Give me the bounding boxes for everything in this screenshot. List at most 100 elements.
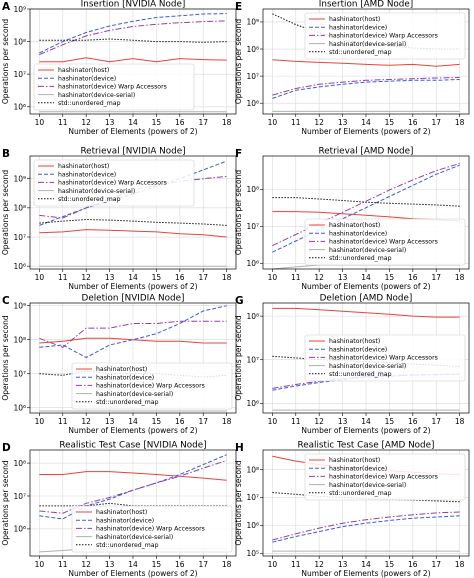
legend-entry: hashinator(device) Warp Accessors — [96, 526, 205, 533]
chart-title: Retrieval [AMD Node] — [319, 147, 414, 157]
x-axis-label: Number of Elements (powers of 2) — [301, 426, 430, 435]
series-line-2 — [272, 76, 460, 96]
chart-panel-d: 10 11 12 13 14 15 16 17 18 10⁶ 10⁷ 10⁸ Realistic Tes… — [1, 441, 237, 578]
legend-entry: hashinator(device) — [329, 465, 387, 472]
x-tick-label: 17 — [198, 560, 208, 569]
x-tick-label: 12 — [81, 118, 91, 127]
series-line-4 — [39, 218, 227, 226]
x-tick-label: 11 — [58, 560, 68, 569]
y-tick-label: 10⁶ — [13, 262, 26, 271]
legend: hashinator(host)hashinator(device) hashin… — [304, 453, 466, 501]
x-tick-label: 18 — [222, 273, 232, 282]
legend-entry: hashinator(host) — [329, 16, 380, 23]
legend-entry: hashinator(device-serial) — [329, 363, 406, 370]
x-tick-label: 15 — [152, 560, 162, 569]
x-tick-label: 13 — [338, 273, 348, 282]
x-tick-label: 14 — [361, 417, 371, 426]
series-line-2 — [39, 460, 227, 514]
x-tick-label: 15 — [152, 118, 162, 127]
legend-entry: hashinator(device-serial) — [58, 188, 135, 195]
x-tick-label: 18 — [222, 417, 232, 426]
chart-title: Retrieval [NVIDIA Node] — [80, 147, 185, 157]
x-tick-label: 16 — [408, 118, 418, 127]
x-axis-label: Number of Elements (powers of 2) — [301, 569, 430, 578]
y-tick-label: 10⁶ — [246, 521, 259, 530]
panel-letter: B — [2, 148, 10, 160]
x-tick-label: 10 — [35, 273, 45, 282]
panel-letter: H — [235, 442, 244, 454]
legend-entry: std::unordered_map — [96, 399, 159, 406]
legend-entry: hashinator(device-serial) — [329, 247, 406, 254]
series-line-2 — [272, 511, 460, 541]
x-tick-label: 11 — [291, 560, 301, 569]
legend-entry: hashinator(device) Warp Accessors — [96, 383, 205, 390]
legend-entry: hashinator(host) — [58, 67, 109, 74]
x-axis-label: Number of Elements (powers of 2) — [68, 127, 197, 136]
x-tick-label: 15 — [385, 118, 395, 127]
y-axis-label: Operations per second — [234, 460, 243, 545]
chart-panel-c: 10 11 12 13 14 15 16 17 18 10⁶ 10⁷ 10⁸ 10⁹ Deletion [… — [1, 294, 237, 435]
x-tick-label: 13 — [105, 118, 115, 127]
x-tick-label: 10 — [268, 273, 278, 282]
chart-title: Deletion [AMD Node] — [320, 294, 413, 304]
y-tick-label: 10⁹ — [246, 18, 259, 27]
y-tick-label: 10⁷ — [13, 370, 26, 379]
x-tick-label: 10 — [35, 118, 45, 127]
x-tick-label: 11 — [291, 417, 301, 426]
legend-entry: hashinator(device-serial) — [96, 391, 173, 398]
x-tick-label: 18 — [455, 417, 465, 426]
series-line-0 — [39, 471, 227, 481]
x-tick-label: 10 — [268, 118, 278, 127]
legend-box — [71, 505, 233, 553]
series-line-2 — [272, 163, 460, 247]
x-tick-label: 14 — [128, 417, 138, 426]
x-tick-label: 14 — [128, 273, 138, 282]
x-tick-label: 11 — [291, 273, 301, 282]
legend-entry: hashinator(device) — [329, 346, 387, 353]
legend-entry: hashinator(device) Warp Accessors — [329, 239, 438, 246]
legend-box — [33, 63, 195, 111]
chart-panel-f: 10 11 12 13 14 15 16 17 18 10⁶ 10⁷ 10⁸ Retrieval [AM… — [234, 147, 470, 291]
x-tick-label: 18 — [222, 118, 232, 127]
legend: hashinator(host)hashinator(device) hashin… — [33, 63, 195, 111]
legend-entry: hashinator(device-serial) — [96, 534, 173, 541]
legend-box — [71, 362, 233, 410]
chart-title: Deletion [NVIDIA Node] — [82, 294, 185, 304]
y-axis-label: Operations per second — [1, 19, 10, 104]
x-tick-label: 16 — [408, 273, 418, 282]
x-tick-label: 14 — [361, 273, 371, 282]
x-tick-label: 16 — [175, 118, 185, 127]
y-tick-label: 10⁷ — [246, 222, 259, 231]
x-tick-label: 13 — [105, 417, 115, 426]
series-line-1 — [39, 305, 227, 359]
x-axis-label: Number of Elements (powers of 2) — [301, 282, 430, 291]
y-tick-label: 10⁹ — [13, 174, 26, 183]
series-line-4 — [39, 38, 227, 43]
x-tick-label: 17 — [431, 417, 441, 426]
y-tick-label: 10⁸ — [246, 185, 259, 194]
x-tick-label: 13 — [105, 560, 115, 569]
x-tick-label: 18 — [222, 560, 232, 569]
chart-title: Realistic Test Case [AMD Node] — [298, 441, 435, 451]
legend: hashinator(host)hashinator(device) hashin… — [304, 12, 466, 60]
legend-entry: std::unordered_map — [329, 490, 392, 497]
series-line-0 — [39, 57, 227, 63]
legend-entry: std::unordered_map — [58, 100, 121, 107]
x-tick-label: 12 — [81, 417, 91, 426]
x-tick-label: 13 — [338, 560, 348, 569]
x-tick-label: 12 — [314, 417, 324, 426]
series-line-4 — [272, 197, 460, 207]
legend-entry: std::unordered_map — [329, 49, 392, 56]
x-tick-label: 16 — [175, 417, 185, 426]
y-tick-label: 10⁶ — [13, 103, 26, 112]
x-tick-label: 13 — [338, 118, 348, 127]
y-axis-label: Operations per second — [234, 19, 243, 104]
y-tick-label: 10⁸ — [246, 465, 259, 474]
legend-box — [304, 218, 466, 266]
series-line-4 — [272, 13, 460, 50]
x-tick-label: 16 — [408, 560, 418, 569]
legend-box — [304, 334, 466, 382]
legend: hashinator(host)hashinator(device) hashin… — [304, 218, 466, 266]
legend-entry: hashinator(device) — [58, 75, 116, 82]
